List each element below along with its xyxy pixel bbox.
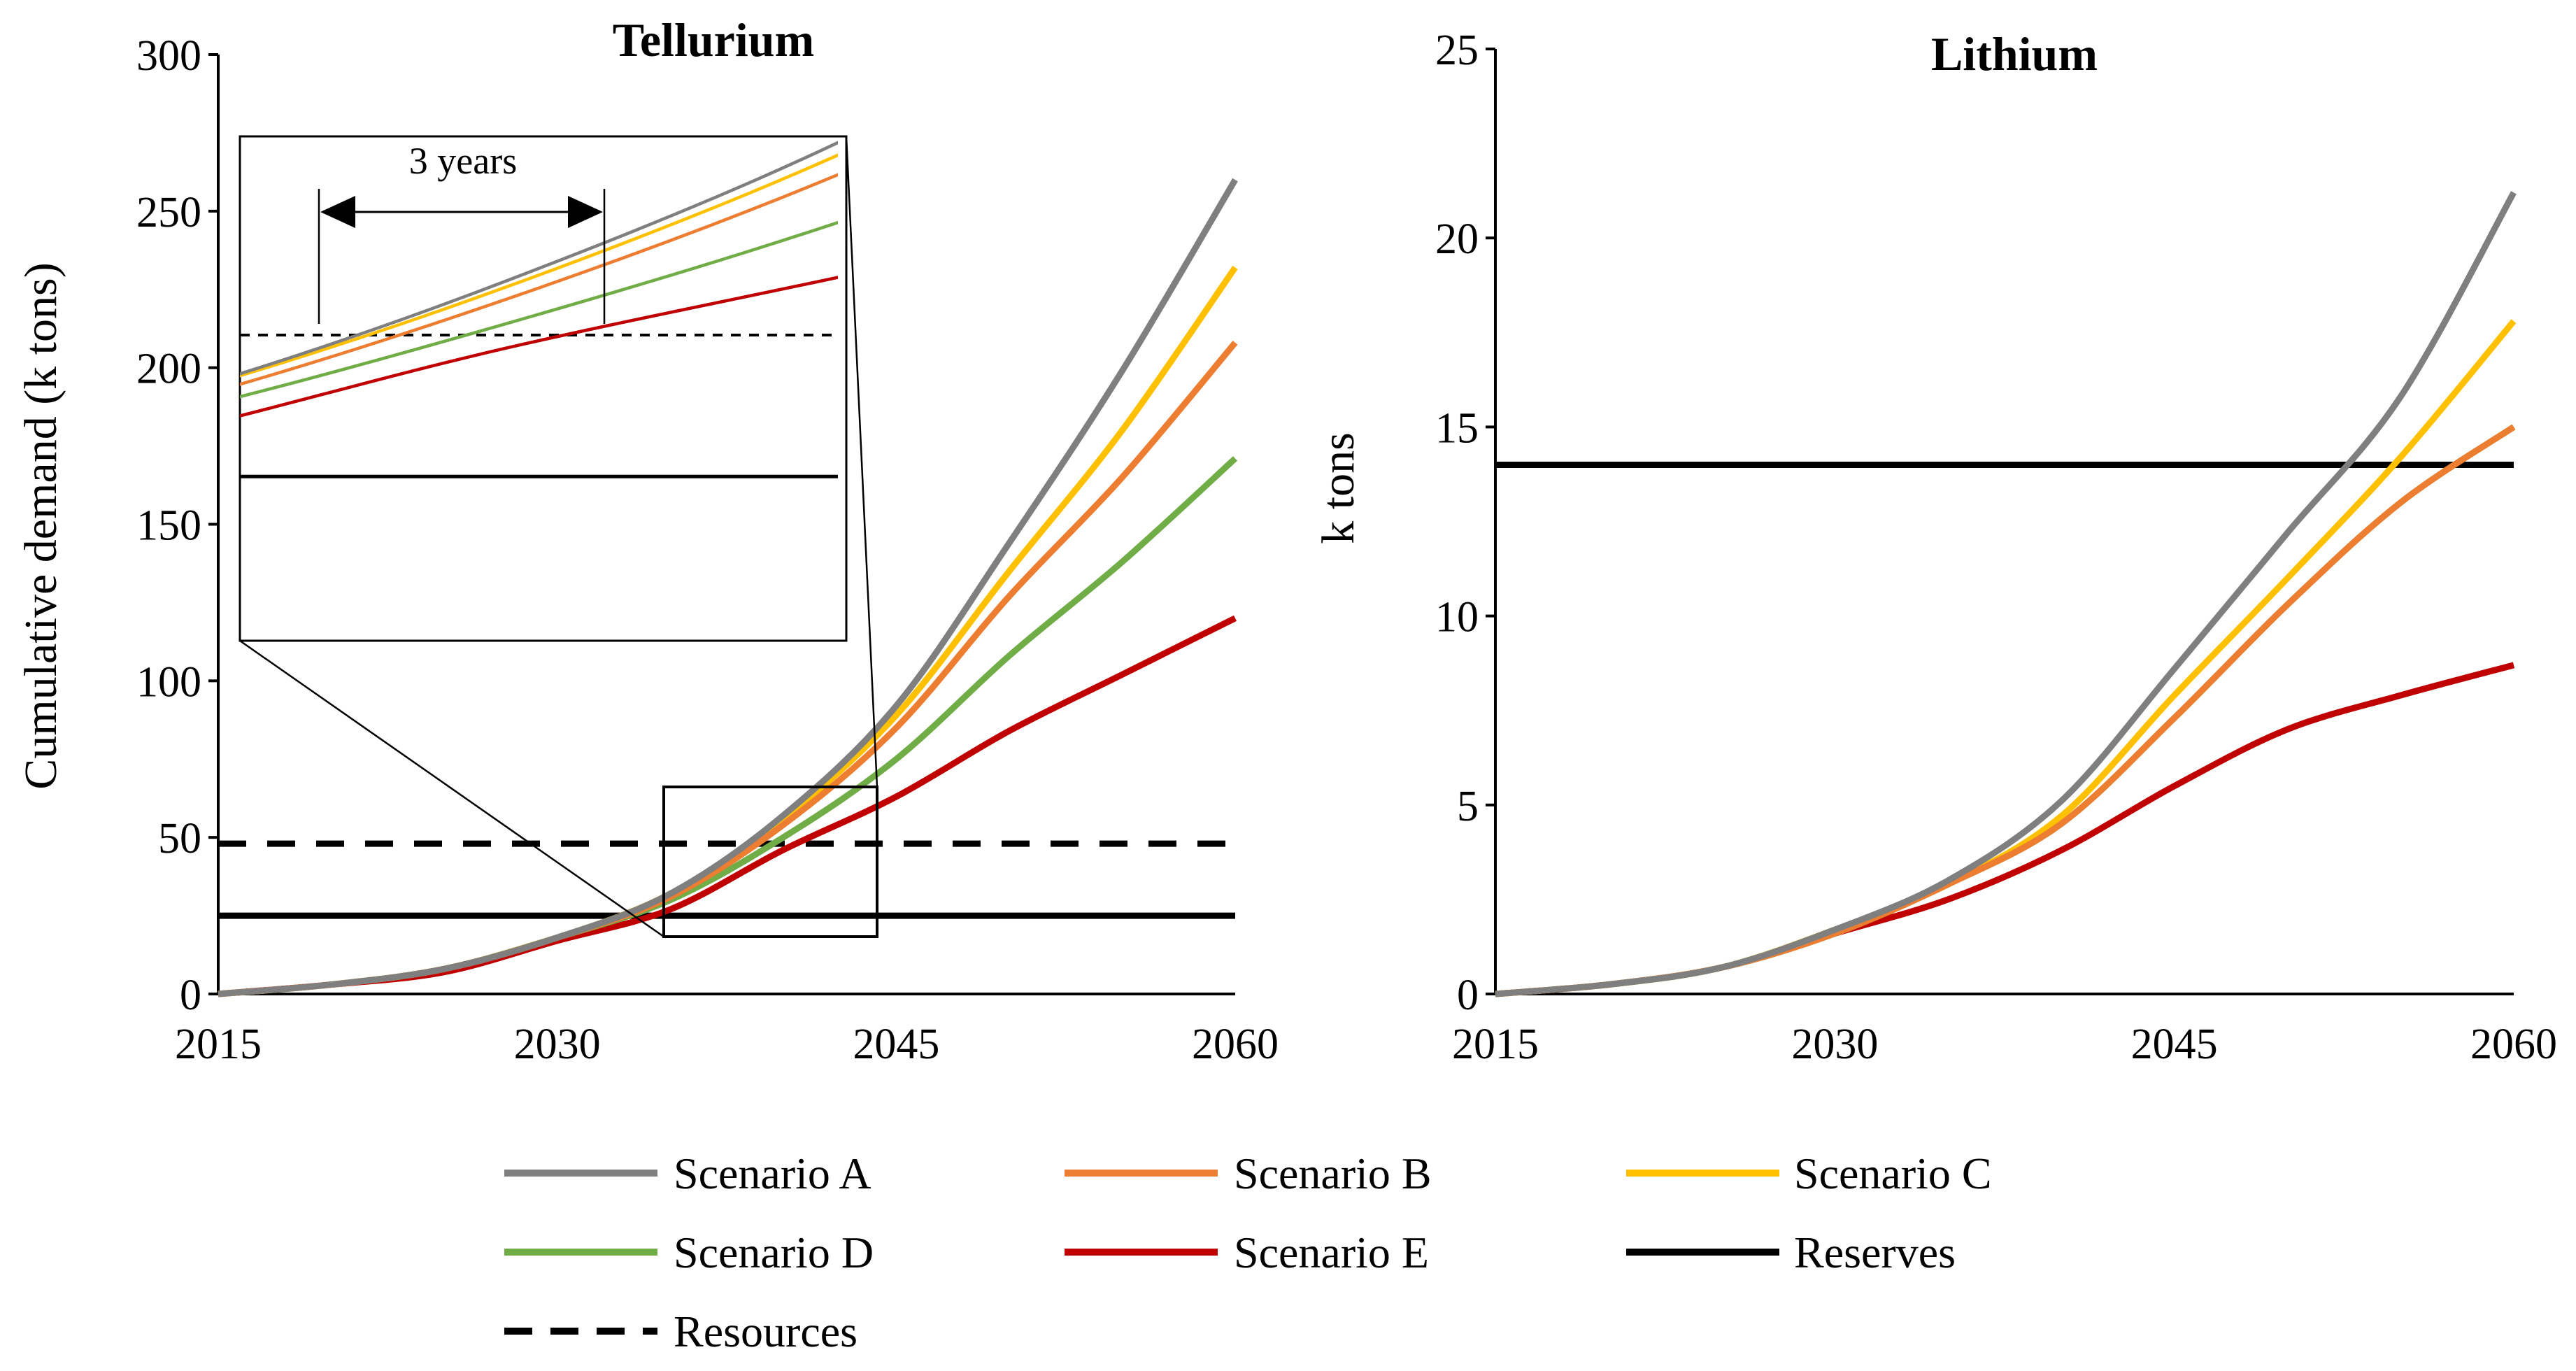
legend-label: Reserves <box>1794 1228 1956 1277</box>
inset-series-line-scenario-d <box>240 220 838 399</box>
y-tick-label: 0 <box>180 972 201 1019</box>
y-tick-label: 20 <box>1435 215 1479 263</box>
inset-annotation: 3 years <box>409 140 517 182</box>
y-tick-label: 0 <box>1457 972 1479 1019</box>
connector-line <box>845 136 878 788</box>
y-tick-label: 300 <box>136 32 201 80</box>
series-line-scenario-c <box>1495 319 2517 997</box>
legend-item: Scenario C <box>1626 1149 1992 1198</box>
legend-item: Scenario B <box>1065 1149 1432 1198</box>
series-line-scenario-b <box>1495 424 2516 997</box>
x-tick-label: 2045 <box>853 1021 939 1068</box>
legend-label: Scenario C <box>1794 1149 1992 1198</box>
x-tick-label: 2045 <box>2131 1021 2218 1068</box>
y-tick-label: 10 <box>1435 594 1479 641</box>
series-line-scenario-a <box>1495 191 2517 997</box>
inset-content <box>240 141 838 478</box>
y-tick-label: 200 <box>136 346 201 393</box>
legend-item: Resources <box>504 1307 858 1356</box>
inset: 3 years <box>239 135 848 642</box>
legend-label: Resources <box>674 1307 858 1356</box>
legend-label: Scenario A <box>674 1149 871 1198</box>
connector-line <box>239 639 664 938</box>
y-tick-label: 150 <box>136 502 201 550</box>
legend-label: Scenario E <box>1234 1228 1429 1277</box>
y-axis-title: k tons <box>1313 432 1364 544</box>
lithium-chart: Lithium k tons 0 5 10 15 20 25 2015 2030 2045 2060 <box>1313 27 2557 1068</box>
series-line-scenario-e <box>1495 662 2515 997</box>
zoom-region-box <box>662 786 878 938</box>
chart-title: Lithium <box>1931 27 2098 80</box>
series-line-scenario-a <box>218 178 1238 997</box>
legend-item: Scenario E <box>1065 1228 1429 1277</box>
x-tick-label: 2030 <box>514 1021 601 1068</box>
legend: Scenario A Scenario B Scenario C Scenario D… <box>504 1149 1992 1356</box>
x-tick-label: 2060 <box>2470 1021 2557 1068</box>
legend-label: Scenario D <box>674 1228 874 1277</box>
y-tick-label: 250 <box>136 189 201 236</box>
legend-item: Scenario A <box>504 1149 871 1198</box>
x-tick-label: 2015 <box>1452 1021 1539 1068</box>
y-tick-label: 50 <box>158 815 201 862</box>
y-tick-label: 25 <box>1435 27 1479 74</box>
y-tick-label: 5 <box>1457 783 1479 830</box>
y-tick-label: 15 <box>1435 404 1479 452</box>
legend-label: Scenario B <box>1234 1149 1432 1198</box>
y-axis-title: Cumulative demand (k tons) <box>15 262 66 789</box>
tellurium-chart: Tellurium Cumulative demand (k tons) 0 50 10… <box>15 13 1279 1068</box>
legend-item: Reserves <box>1626 1228 1956 1277</box>
inset-series-line-scenario-b <box>240 173 838 386</box>
x-tick-label: 2060 <box>1192 1021 1279 1068</box>
inset-series-line-scenario-c <box>240 153 838 378</box>
x-tick-label: 2030 <box>1791 1021 1878 1068</box>
inset-series-line-scenario-e <box>240 276 838 418</box>
x-tick-label: 2015 <box>175 1021 262 1068</box>
series-line-scenario-d <box>1495 424 2516 997</box>
inset-series-line-scenario-a <box>240 141 838 376</box>
arrow-head-right-icon <box>568 196 603 228</box>
arrow-head-left-icon <box>320 196 355 228</box>
y-tick-label: 100 <box>136 658 201 706</box>
chart-title: Tellurium <box>613 13 814 66</box>
legend-item: Scenario D <box>504 1228 874 1277</box>
